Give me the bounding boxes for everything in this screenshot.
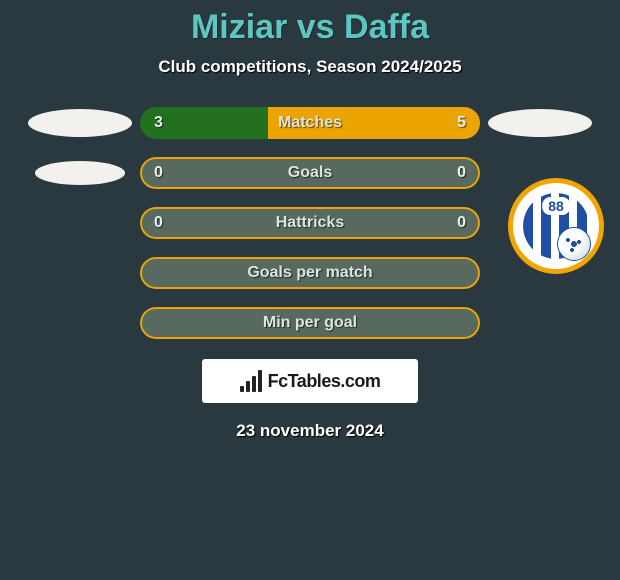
soccer-ball-icon	[557, 227, 591, 261]
bar-value-left: 3	[154, 107, 163, 139]
bar-value-right: 0	[457, 157, 466, 189]
subtitle: Club competitions, Season 2024/2025	[0, 57, 620, 77]
page-title: Miziar vs Daffa	[0, 8, 620, 47]
bar-left-fill	[140, 207, 310, 239]
bar-value-right: 0	[457, 207, 466, 239]
bar-left-fill	[140, 257, 310, 289]
bar-right-fill	[310, 157, 480, 189]
left-logo-slot	[20, 155, 140, 191]
bar-left-fill	[140, 157, 310, 189]
branding-text: FcTables.com	[268, 371, 381, 392]
bar-value-right: 5	[457, 107, 466, 139]
player-ellipse-icon	[28, 109, 132, 137]
branding-badge: FcTables.com	[202, 359, 418, 403]
stat-bar-goals: Goals00	[140, 157, 480, 189]
left-logo-slot	[20, 205, 140, 241]
bar-left-fill	[140, 307, 310, 339]
left-logo-slot	[20, 255, 140, 291]
stat-row-min_per_goal: Min per goal	[0, 305, 620, 341]
date-text: 23 november 2024	[0, 421, 620, 441]
stat-bar-matches: Matches35	[140, 107, 480, 139]
stat-bar-min_per_goal: Min per goal	[140, 307, 480, 339]
left-logo-slot	[20, 305, 140, 341]
bar-right-fill	[310, 207, 480, 239]
right-club-badge-wrap: 88	[508, 178, 604, 274]
club-badge-number: 88	[542, 197, 570, 215]
stat-row-matches: Matches35	[0, 105, 620, 141]
club-badge-icon: 88	[508, 178, 604, 274]
player-ellipse-icon	[488, 109, 592, 137]
bar-right-fill	[268, 107, 481, 139]
bar-value-left: 0	[154, 157, 163, 189]
bar-right-fill	[310, 257, 480, 289]
right-logo-slot	[480, 105, 600, 141]
right-logo-slot	[480, 305, 600, 341]
stat-bar-hattricks: Hattricks00	[140, 207, 480, 239]
bar-right-fill	[310, 307, 480, 339]
branding-chart-icon	[240, 370, 262, 392]
bar-value-left: 0	[154, 207, 163, 239]
left-logo-slot	[20, 105, 140, 141]
player-ellipse-icon	[35, 161, 125, 185]
stat-bar-goals_per_match: Goals per match	[140, 257, 480, 289]
